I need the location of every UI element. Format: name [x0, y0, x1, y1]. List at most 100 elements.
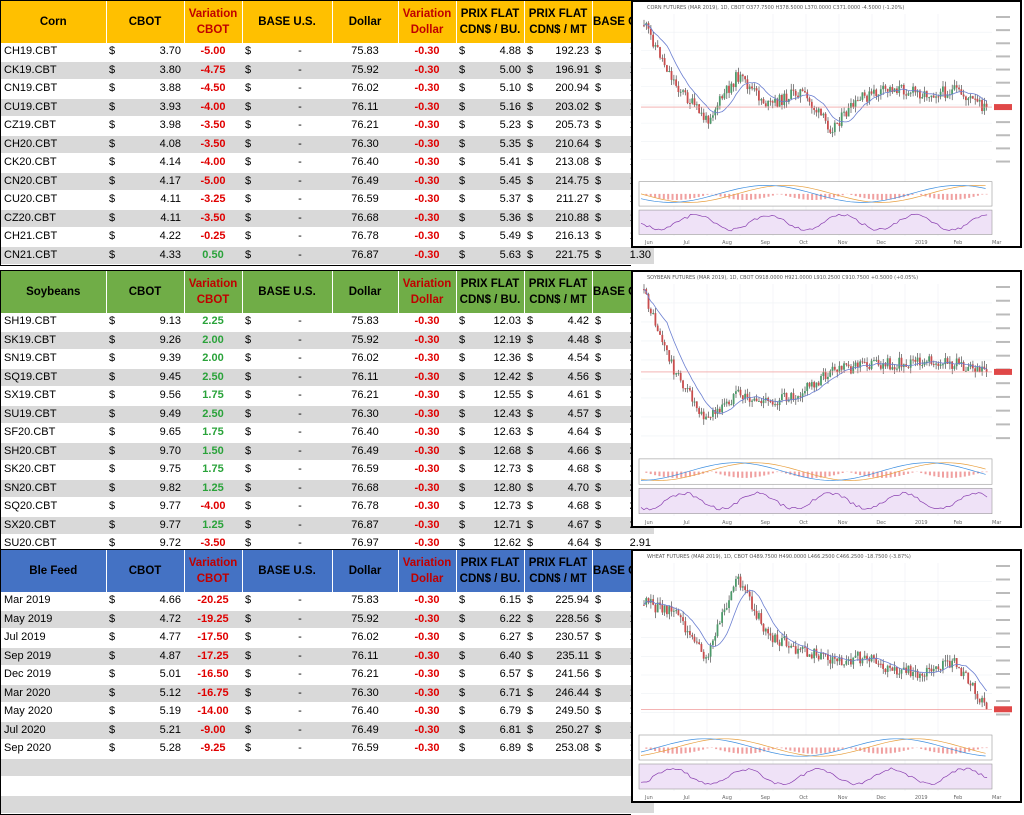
cell: -: [268, 80, 332, 99]
contract-name: CH19.CBT: [1, 43, 106, 61]
candle-body: [671, 71, 673, 80]
candle-body: [875, 658, 877, 663]
histogram-bar: [746, 194, 748, 200]
cell: -14.00: [184, 703, 242, 722]
cell: -: [268, 154, 332, 173]
candle-body: [965, 96, 967, 100]
chart-header: WHEAT FUTURES (MAR 2019), 1D, CBOT O489.…: [647, 554, 911, 560]
candle-body: [730, 84, 732, 93]
candle-body: [977, 694, 979, 699]
month-label: Jul: [683, 520, 690, 526]
candle-body: [811, 382, 813, 386]
axis-tick: [996, 161, 1010, 163]
candle-body: [655, 605, 657, 613]
histogram-bar: [903, 748, 905, 751]
candle-body: [845, 661, 847, 665]
histogram-bar: [820, 748, 822, 754]
candle-body: [719, 96, 721, 105]
month-label: Jun: [644, 795, 653, 801]
candle-body: [852, 366, 854, 373]
histogram-bar: [820, 194, 822, 200]
candle-body: [979, 367, 981, 372]
cell: 210.64: [544, 135, 592, 154]
cell: $: [592, 350, 610, 369]
cell: 4.42: [544, 313, 592, 331]
histogram-bar: [890, 472, 892, 478]
histogram-bar: [746, 472, 748, 478]
table-row: CN19.CBT$3.88-4.50$-76.02-0.30$5.10$200.…: [1, 80, 654, 99]
candle-body: [756, 399, 758, 402]
month-label: Sep: [761, 795, 770, 801]
candle-body: [684, 388, 686, 389]
contract-name: CK20.CBT: [1, 154, 106, 173]
candle-body: [701, 113, 703, 114]
column-header: PRIX FLAT CDN$ / MT: [524, 550, 592, 592]
candle-body: [751, 86, 753, 88]
cell: [476, 795, 524, 814]
cell: 76.59: [332, 461, 398, 480]
month-label: 2019: [915, 520, 928, 526]
histogram-bar: [776, 748, 778, 749]
cell: 76.30: [332, 684, 398, 703]
cell: $: [592, 405, 610, 424]
cell: -: [268, 313, 332, 331]
cell: $: [242, 703, 268, 722]
candle-body: [972, 96, 974, 98]
candle-body: [666, 606, 668, 615]
contract-name: Jul 2020: [1, 721, 106, 740]
candle-body: [875, 360, 877, 361]
table-row: [1, 795, 654, 814]
cell: [524, 777, 544, 796]
histogram-bar: [781, 472, 783, 473]
candle-body: [951, 89, 953, 94]
cell: 2.50: [184, 368, 242, 387]
candle-body: [935, 364, 937, 365]
contract-name: SF20.CBT: [1, 424, 106, 443]
candle-body: [707, 657, 709, 658]
cell: -0.30: [398, 80, 456, 99]
cell: $: [592, 479, 610, 498]
column-header: Variation Dollar: [398, 271, 456, 313]
contract-name: SU19.CBT: [1, 405, 106, 424]
contract-name: CZ20.CBT: [1, 209, 106, 228]
candle-body: [919, 674, 921, 678]
candle-body: [724, 610, 726, 613]
axis-tick: [996, 29, 1010, 31]
candle-body: [749, 86, 751, 89]
histogram-bar: [868, 748, 870, 753]
contract-name: SK20.CBT: [1, 461, 106, 480]
candle-body: [818, 656, 820, 660]
candle-body: [822, 114, 824, 116]
cell: 211.27: [544, 191, 592, 210]
candle-body: [882, 86, 884, 90]
candle-body: [705, 657, 707, 658]
cell: 6.89: [476, 740, 524, 759]
cell: $: [106, 721, 132, 740]
candle-body: [898, 358, 900, 369]
histogram-bar: [859, 194, 861, 197]
cell: [398, 795, 456, 814]
candle-body: [747, 79, 749, 89]
candle-body: [804, 91, 806, 92]
cell: 230.57: [544, 629, 592, 648]
histogram-bar: [772, 472, 774, 474]
candle-body: [680, 92, 682, 93]
histogram-bar: [672, 472, 674, 478]
cell: $: [456, 135, 476, 154]
cell: 9.26: [132, 331, 184, 350]
cell: $: [456, 516, 476, 535]
histogram-bar: [776, 472, 778, 473]
cell: -: [268, 424, 332, 443]
histogram-bar: [667, 748, 669, 754]
cell: $: [242, 629, 268, 648]
candle-body: [816, 110, 818, 112]
cell: [456, 795, 476, 814]
axis-tick: [996, 134, 1010, 136]
cell: $: [106, 135, 132, 154]
month-label: Oct: [799, 520, 808, 526]
candle-body: [696, 402, 698, 409]
